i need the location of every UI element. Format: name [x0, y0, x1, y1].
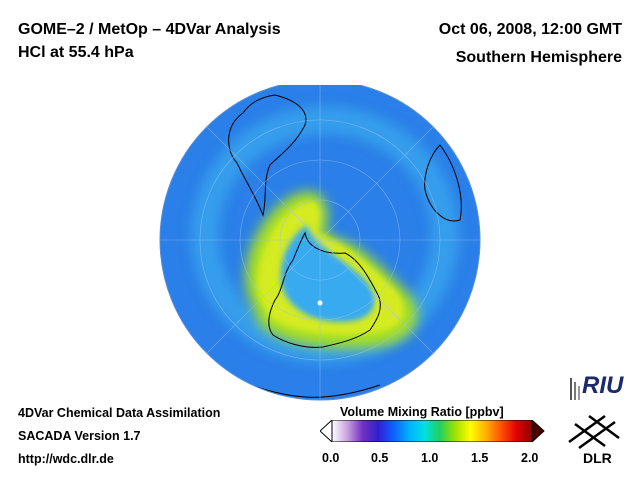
colorbar-tick-0: 0.0	[322, 451, 340, 465]
colorbar-tick-3: 1.5	[471, 451, 489, 465]
map-date: Oct 06, 2008, 12:00 GMT	[438, 21, 622, 38]
africa-coast	[424, 144, 462, 222]
colorbar-tick-2: 1.0	[421, 451, 439, 465]
dlr-logo-text: DLR	[583, 450, 612, 466]
footer-line-2: SACADA Version 1.7	[18, 429, 141, 443]
colorbar-max-arrow	[531, 420, 545, 442]
colorbar-tick-4: 2.0	[521, 451, 539, 465]
colorbar	[320, 420, 545, 442]
colorbar-tick-1: 0.5	[371, 451, 389, 465]
map-region: Southern Hemisphere	[455, 49, 622, 66]
dlr-logo: DLR	[565, 412, 623, 468]
colorbar-min-arrow	[320, 420, 333, 442]
colorbar-label: Volume Mixing Ratio [ppbv]	[340, 405, 504, 419]
riu-logo-mark	[570, 378, 580, 400]
dlr-logo-mark	[568, 414, 620, 450]
footer-line-1: 4DVar Chemical Data Assimilation	[18, 406, 221, 420]
antarctica-coast	[268, 231, 381, 348]
riu-logo-text: RIU	[582, 372, 624, 399]
map-subtitle: HCl at 55.4 hPa	[18, 44, 134, 61]
south-pole-marker	[317, 300, 323, 306]
map-title: GOME–2 / MetOp – 4DVar Analysis	[18, 21, 281, 38]
polar-map	[159, 85, 481, 401]
vortex-core	[280, 225, 375, 322]
riu-logo: RIU	[568, 372, 624, 402]
colorbar-gradient	[331, 420, 533, 442]
footer-url[interactable]: http://wdc.dlr.de	[18, 452, 114, 466]
south-america-coast	[228, 94, 307, 217]
globe-outline	[159, 85, 481, 401]
graticule	[160, 85, 480, 400]
